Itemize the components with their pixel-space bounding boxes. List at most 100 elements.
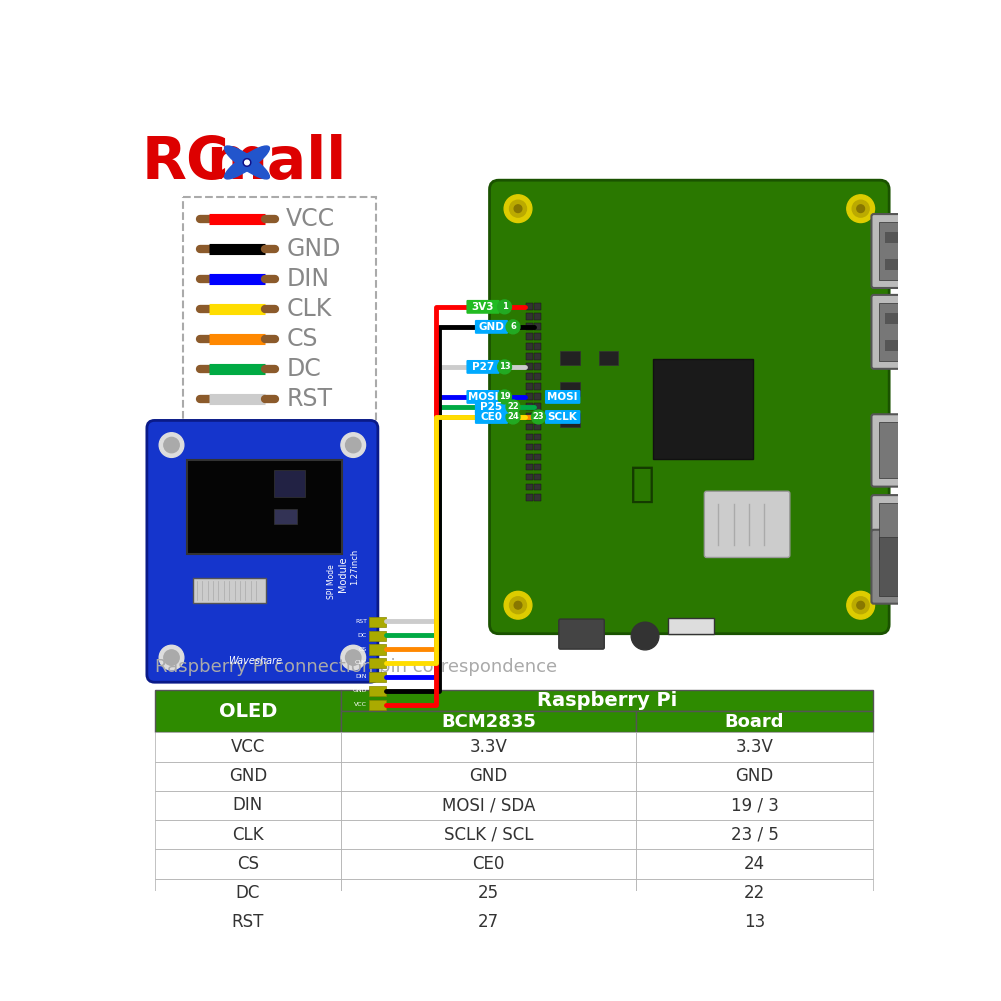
FancyBboxPatch shape bbox=[147, 420, 378, 683]
Text: DC: DC bbox=[236, 884, 260, 902]
Circle shape bbox=[497, 300, 512, 313]
Text: Raspberry Pi: Raspberry Pi bbox=[538, 691, 678, 710]
Circle shape bbox=[507, 410, 520, 423]
Circle shape bbox=[852, 200, 869, 217]
FancyBboxPatch shape bbox=[466, 360, 499, 373]
Text: Module: Module bbox=[338, 557, 348, 593]
Text: DC: DC bbox=[286, 356, 321, 380]
Circle shape bbox=[847, 592, 875, 619]
Text: CLK: CLK bbox=[286, 296, 331, 320]
Bar bbox=[561, 351, 580, 365]
Text: P27: P27 bbox=[471, 362, 494, 372]
FancyBboxPatch shape bbox=[872, 530, 932, 604]
Bar bbox=[154, 791, 341, 820]
Bar bbox=[368, 617, 385, 627]
Bar bbox=[341, 762, 636, 791]
Ellipse shape bbox=[224, 146, 269, 179]
Text: 1: 1 bbox=[502, 302, 508, 311]
Circle shape bbox=[532, 410, 546, 423]
Bar bbox=[368, 686, 385, 696]
FancyBboxPatch shape bbox=[545, 410, 581, 423]
Bar bbox=[526, 383, 533, 390]
FancyBboxPatch shape bbox=[872, 295, 929, 368]
FancyBboxPatch shape bbox=[879, 538, 922, 596]
Bar bbox=[636, 820, 873, 849]
Bar bbox=[636, 908, 873, 937]
Bar bbox=[653, 358, 753, 458]
Bar bbox=[526, 413, 533, 420]
Bar bbox=[526, 363, 533, 370]
Bar bbox=[561, 412, 580, 426]
Bar bbox=[526, 333, 533, 340]
Text: 24: 24 bbox=[744, 855, 765, 873]
Bar bbox=[535, 453, 542, 460]
Bar bbox=[561, 382, 580, 395]
Text: GND: GND bbox=[736, 767, 774, 785]
Circle shape bbox=[341, 432, 365, 457]
FancyBboxPatch shape bbox=[466, 300, 499, 313]
Bar bbox=[535, 333, 542, 340]
Bar bbox=[341, 791, 636, 820]
Text: RST: RST bbox=[286, 386, 332, 410]
Text: CLK: CLK bbox=[232, 826, 264, 844]
Bar bbox=[341, 849, 636, 879]
Bar bbox=[526, 453, 533, 460]
Bar bbox=[535, 463, 542, 470]
Text: 23: 23 bbox=[533, 412, 545, 421]
Bar bbox=[154, 820, 341, 849]
FancyBboxPatch shape bbox=[474, 410, 508, 423]
Bar bbox=[341, 690, 873, 711]
Text: RST: RST bbox=[232, 914, 264, 932]
FancyBboxPatch shape bbox=[474, 400, 508, 413]
Circle shape bbox=[510, 597, 527, 614]
Circle shape bbox=[505, 592, 532, 619]
Bar bbox=[154, 733, 341, 762]
Text: CE0: CE0 bbox=[472, 855, 505, 873]
Circle shape bbox=[497, 390, 512, 403]
Text: CS: CS bbox=[358, 647, 367, 652]
Text: 3.3V: 3.3V bbox=[469, 738, 508, 756]
Text: 27: 27 bbox=[478, 914, 499, 932]
Text: 13: 13 bbox=[744, 914, 765, 932]
FancyBboxPatch shape bbox=[872, 214, 929, 288]
Bar bbox=[885, 312, 912, 324]
Bar bbox=[154, 908, 341, 937]
Bar bbox=[535, 303, 542, 310]
Circle shape bbox=[345, 650, 361, 666]
Bar bbox=[526, 463, 533, 470]
Text: DIN: DIN bbox=[233, 797, 263, 815]
FancyBboxPatch shape bbox=[187, 460, 341, 554]
Bar bbox=[526, 433, 533, 440]
Bar bbox=[885, 232, 912, 243]
Text: SCLK: SCLK bbox=[548, 412, 578, 422]
Text: GND: GND bbox=[286, 236, 340, 260]
Circle shape bbox=[505, 195, 532, 222]
Text: RST: RST bbox=[355, 619, 367, 624]
Bar bbox=[535, 443, 542, 450]
Circle shape bbox=[164, 437, 179, 452]
Bar bbox=[154, 690, 341, 733]
Bar bbox=[535, 343, 542, 350]
Bar bbox=[526, 483, 533, 490]
Bar bbox=[535, 313, 542, 320]
Bar bbox=[526, 373, 533, 380]
Bar bbox=[274, 509, 297, 525]
Circle shape bbox=[515, 602, 522, 609]
Text: BCM2835: BCM2835 bbox=[441, 713, 537, 731]
Bar bbox=[526, 393, 533, 400]
Text: 13: 13 bbox=[498, 362, 511, 371]
FancyBboxPatch shape bbox=[489, 180, 889, 634]
Ellipse shape bbox=[224, 146, 269, 179]
Circle shape bbox=[341, 646, 365, 670]
Bar bbox=[599, 351, 619, 365]
Text: SPI Mode: SPI Mode bbox=[327, 565, 336, 600]
Bar bbox=[341, 733, 636, 762]
Bar bbox=[535, 483, 542, 490]
Bar bbox=[341, 820, 636, 849]
Circle shape bbox=[159, 646, 184, 670]
Text: Raspberry Pi connection pin correspondence: Raspberry Pi connection pin corresponden… bbox=[154, 658, 557, 676]
Bar bbox=[526, 303, 533, 310]
FancyBboxPatch shape bbox=[879, 302, 919, 361]
Circle shape bbox=[847, 195, 875, 222]
Text: DIN: DIN bbox=[355, 675, 367, 680]
